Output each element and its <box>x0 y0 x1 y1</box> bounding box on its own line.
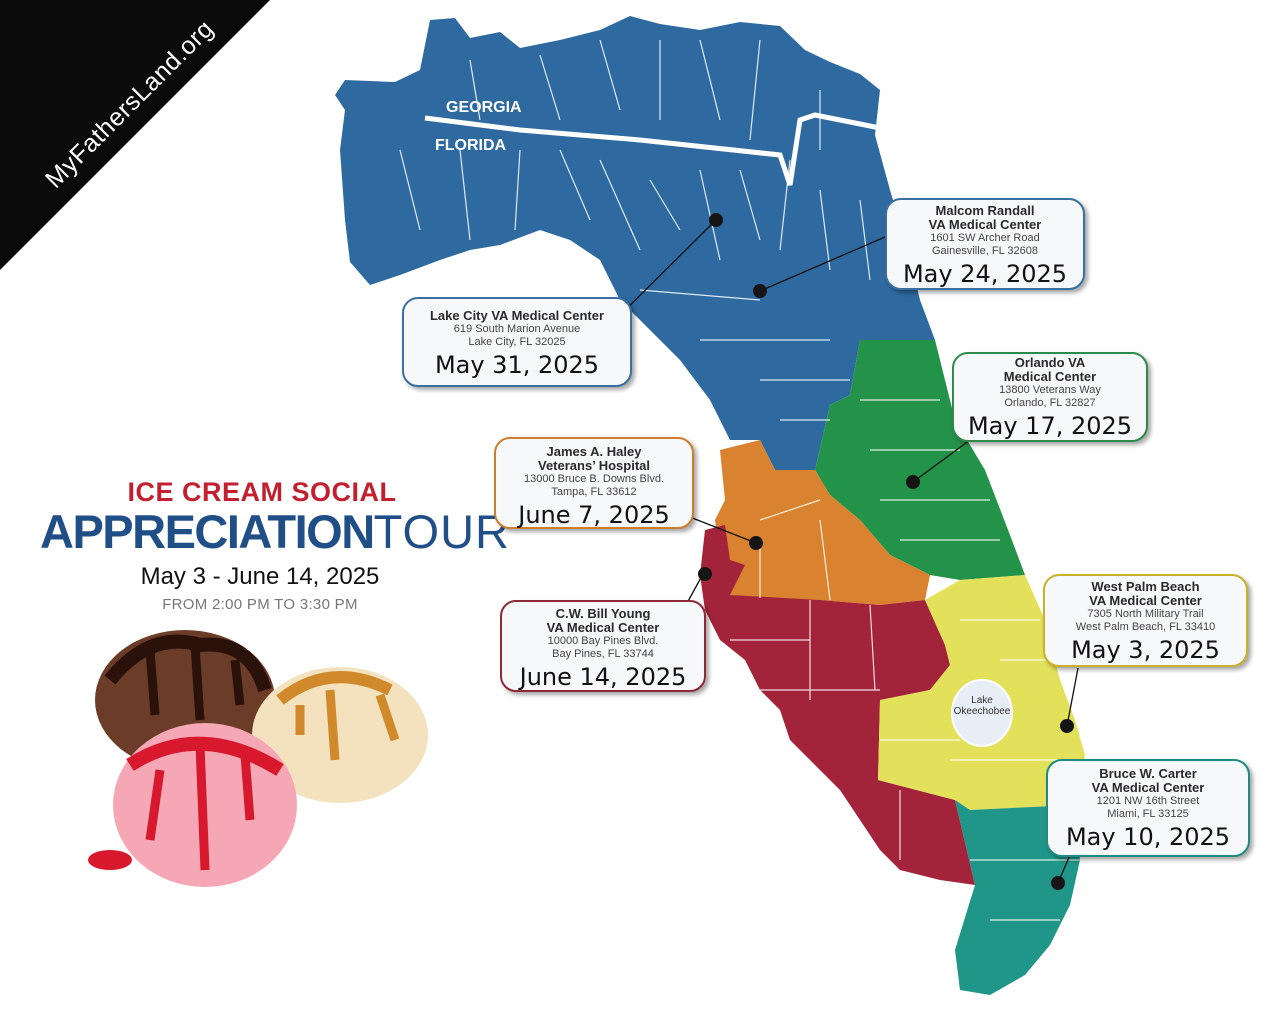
region-southwest <box>700 525 975 885</box>
callout-address: 1601 SW Archer Road <box>930 232 1040 244</box>
callout-city: Miami, FL 33125 <box>1107 808 1189 820</box>
location-pins <box>698 213 1074 890</box>
state-border-line <box>424 112 881 186</box>
callout-city: Bay Pines, FL 33744 <box>552 648 654 660</box>
callout-name: C.W. Bill Young <box>555 606 651 621</box>
county-lines <box>399 39 1080 921</box>
pin-tampa[interactable] <box>749 536 763 550</box>
callout-date: May 17, 2025 <box>967 412 1133 440</box>
callout-name: Lake City VA Medical Center <box>429 308 605 323</box>
callout-gainesville[interactable]: Malcom Randall VA Medical Center 1601 SW… <box>885 198 1085 290</box>
region-north <box>335 16 935 470</box>
callout-address: 10000 Bay Pines Blvd. <box>547 635 659 647</box>
callout-name: VA Medical Center <box>928 217 1042 232</box>
callout-city: Lake City, FL 32025 <box>468 336 566 348</box>
pin-baypines[interactable] <box>698 567 712 581</box>
title-ice-cream-social: ICE CREAM SOCIAL <box>127 477 397 507</box>
callout-date: June 7, 2025 <box>518 501 670 529</box>
title-appreciation-tour: APPRECIATIONTOUR <box>40 505 509 559</box>
callout-baypines[interactable]: C.W. Bill Young VA Medical Center 10000 … <box>500 600 706 692</box>
title-appreciation: APPRECIATION <box>40 505 375 558</box>
callout-westpalm[interactable]: West Palm Beach VA Medical Center 7305 N… <box>1043 574 1248 667</box>
callout-miami[interactable]: Bruce W. Carter VA Medical Center 1201 N… <box>1046 759 1250 857</box>
callout-date: May 3, 2025 <box>1071 636 1220 664</box>
banner-triangle <box>0 0 270 270</box>
ice-cream-scoops-image <box>88 630 428 887</box>
callout-name: Malcom Randall <box>935 203 1035 218</box>
tour-time-range: FROM 2:00 PM TO 3:30 PM <box>162 596 358 613</box>
label-georgia: GEORGIA <box>446 99 522 116</box>
callout-name: VA Medical Center <box>546 620 660 635</box>
callout-orlando[interactable]: Orlando VA Medical Center 13800 Veterans… <box>952 352 1148 442</box>
title-tour: TOUR <box>373 505 510 558</box>
lake-okeechobee <box>951 679 1013 747</box>
pin-lakecity[interactable] <box>709 213 723 227</box>
callout-address: 1201 NW 16th Street <box>1096 795 1200 807</box>
callout-address: 619 South Marion Avenue <box>453 323 581 335</box>
callout-name: Orlando VA <box>1014 355 1086 370</box>
pin-gainesville[interactable] <box>753 284 767 298</box>
callout-city: Gainesville, FL 32608 <box>932 245 1038 257</box>
callout-name: Bruce W. Carter <box>1099 766 1197 781</box>
callout-city: West Palm Beach, FL 33410 <box>1075 621 1216 633</box>
callout-name: West Palm Beach <box>1091 579 1200 594</box>
label-lake: Lake Okeechobee <box>952 695 1012 717</box>
label-florida: FLORIDA <box>435 137 507 154</box>
lake-label-line2: Okeechobee <box>953 706 1011 717</box>
callout-name: VA Medical Center <box>1089 593 1202 608</box>
lake-label-line1: Lake <box>971 695 993 706</box>
callout-tampa[interactable]: James A. Haley Veterans’ Hospital 13000 … <box>494 437 694 529</box>
pin-westpalm[interactable] <box>1060 719 1074 733</box>
callout-date: June 14, 2025 <box>519 663 687 691</box>
site-banner: MyFathersLand.org <box>0 0 280 280</box>
callout-address: 13000 Bruce B. Downs Blvd. <box>523 473 665 485</box>
callout-name: Veterans’ Hospital <box>538 458 650 473</box>
callout-city: Tampa, FL 33612 <box>551 486 637 498</box>
callout-city: Orlando, FL 32827 <box>1004 397 1096 409</box>
tour-date-range: May 3 - June 14, 2025 <box>140 563 380 590</box>
callout-name: James A. Haley <box>546 444 642 459</box>
callout-date: May 31, 2025 <box>434 351 600 379</box>
callout-lakecity[interactable]: Lake City VA Medical Center 619 South Ma… <box>402 297 632 387</box>
callout-address: 13800 Veterans Way <box>999 384 1101 396</box>
pin-orlando[interactable] <box>906 475 920 489</box>
callout-date: May 10, 2025 <box>1065 823 1231 851</box>
callout-name: Medical Center <box>1003 369 1097 384</box>
pin-miami[interactable] <box>1051 876 1065 890</box>
callout-name: VA Medical Center <box>1091 780 1205 795</box>
callout-date: May 24, 2025 <box>902 260 1068 288</box>
callout-address: 7305 North Military Trail <box>1087 608 1204 620</box>
region-tampa <box>715 440 930 605</box>
